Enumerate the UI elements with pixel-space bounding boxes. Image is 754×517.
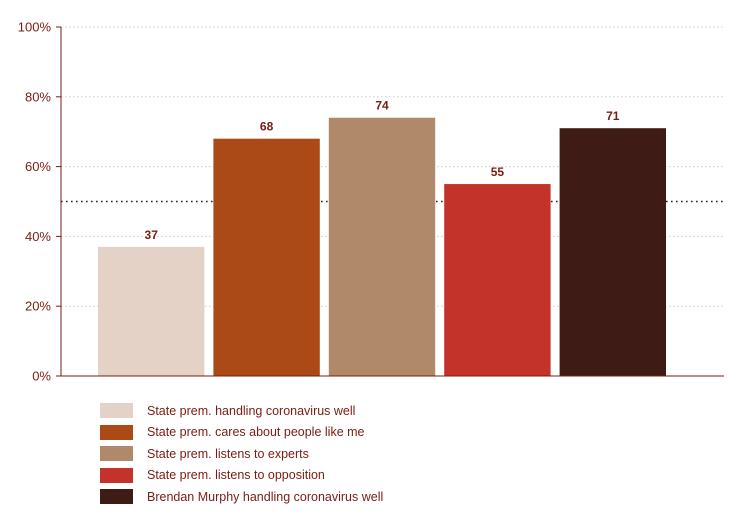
legend-swatch	[100, 446, 133, 462]
bar-value-label: 55	[491, 165, 505, 179]
legend-label: State prem. handling coronavirus well	[147, 403, 356, 418]
data-labels: 37 68 74 55 71	[145, 99, 620, 242]
legend-item: State prem. cares about people like me	[100, 422, 383, 444]
axes: 0% 20% 40% 60% 80% 100%	[18, 20, 724, 384]
legend-swatch	[100, 489, 133, 505]
y-tick-label: 20%	[25, 299, 51, 314]
legend-label: State prem. listens to opposition	[147, 468, 325, 483]
y-tick-label: 80%	[25, 89, 51, 104]
legend-item: State prem. handling coronavirus well	[100, 400, 383, 422]
legend-swatch	[100, 403, 133, 419]
y-tick-label: 100%	[18, 20, 52, 35]
bar	[98, 246, 205, 376]
bar-value-label: 74	[375, 99, 389, 113]
y-tick-label: 0%	[32, 369, 51, 384]
bar	[328, 117, 436, 377]
bar-value-label: 71	[606, 109, 620, 123]
legend-label: State prem. listens to experts	[147, 446, 309, 461]
bar	[559, 128, 666, 376]
bar	[444, 184, 551, 376]
bar-value-label: 68	[260, 120, 274, 134]
legend-item: Brendan Murphy handling coronavirus well	[100, 486, 383, 508]
legend-label: Brendan Murphy handling coronavirus well	[147, 489, 384, 504]
legend-swatch	[100, 467, 133, 483]
legend-item: State prem. listens to opposition	[100, 465, 383, 487]
legend-item: State prem. listens to experts	[100, 443, 383, 465]
bars	[98, 117, 666, 377]
y-tick-label: 60%	[25, 159, 51, 174]
legend-label: State prem. cares about people like me	[147, 425, 365, 440]
legend: State prem. handling coronavirus well Sta…	[100, 400, 383, 508]
bar-value-label: 37	[145, 228, 159, 242]
y-tick-label: 40%	[25, 229, 51, 244]
bar-chart: 37 68 74 55 71 0% 20% 40% 60% 80% 100%	[18, 20, 724, 384]
bar	[213, 138, 320, 376]
legend-swatch	[100, 424, 133, 440]
